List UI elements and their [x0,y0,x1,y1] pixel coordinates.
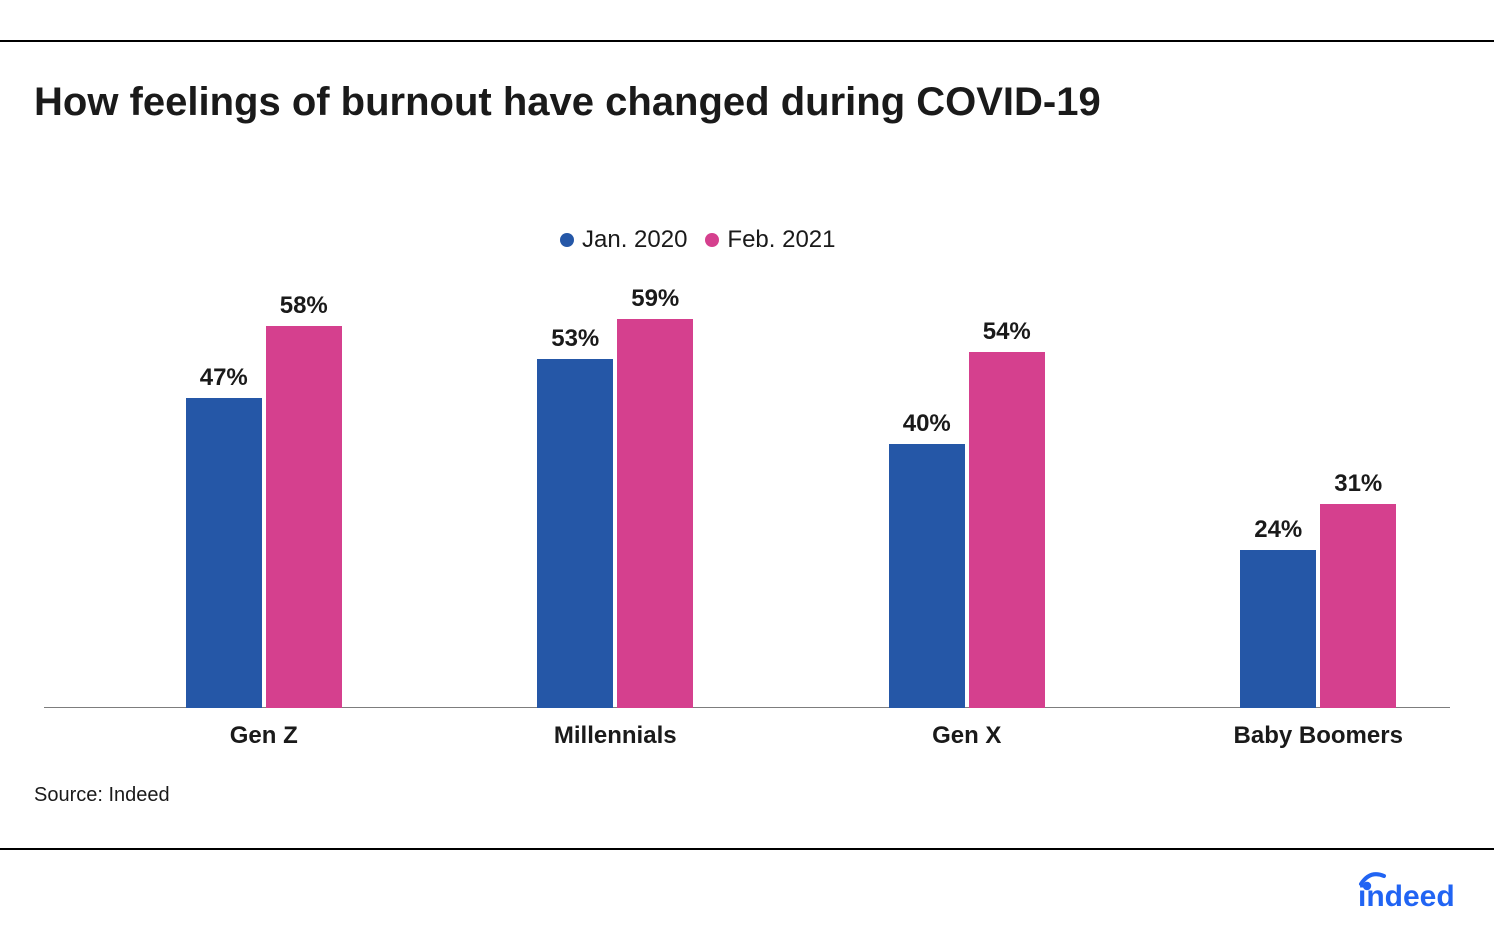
legend-label-1: Feb. 2021 [727,226,835,254]
category-label: Gen Z [144,722,384,750]
legend-label-0: Jan. 2020 [582,226,687,254]
brand-logo: indeed [1358,870,1474,910]
bar [537,359,613,708]
plot-area: Gen Z47%58%Millennials53%59%Gen X40%54%B… [44,260,1450,708]
bar-value-label: 31% [1328,470,1388,498]
bar-value-label: 54% [977,318,1037,346]
bar [186,398,262,708]
category-label: Gen X [847,722,1087,750]
category-label: Millennials [495,722,735,750]
bar [617,319,693,708]
bar [1320,504,1396,708]
bar [889,444,965,708]
legend-item-1: Feb. 2021 [705,226,835,254]
legend-dot-1 [705,233,719,247]
chart-title: How feelings of burnout have changed dur… [34,80,1101,125]
indeed-logo-icon: indeed [1358,870,1474,910]
bar-value-label: 58% [274,292,334,320]
bar-value-label: 24% [1248,516,1308,544]
bar-value-label: 59% [625,285,685,313]
bar-value-label: 53% [545,325,605,353]
bar [1240,550,1316,708]
source-text: Source: Indeed [34,784,170,807]
legend-dot-0 [560,233,574,247]
top-rule [0,40,1494,42]
bar-value-label: 40% [897,410,957,438]
legend-item-0: Jan. 2020 [560,226,687,254]
bar [266,326,342,708]
category-label: Baby Boomers [1198,722,1438,750]
svg-text:indeed: indeed [1358,880,1455,910]
bar-value-label: 47% [194,364,254,392]
chart-frame: How feelings of burnout have changed dur… [0,0,1494,952]
bar [969,352,1045,708]
bottom-rule [0,848,1494,850]
legend: Jan. 2020 Feb. 2021 [560,226,836,254]
